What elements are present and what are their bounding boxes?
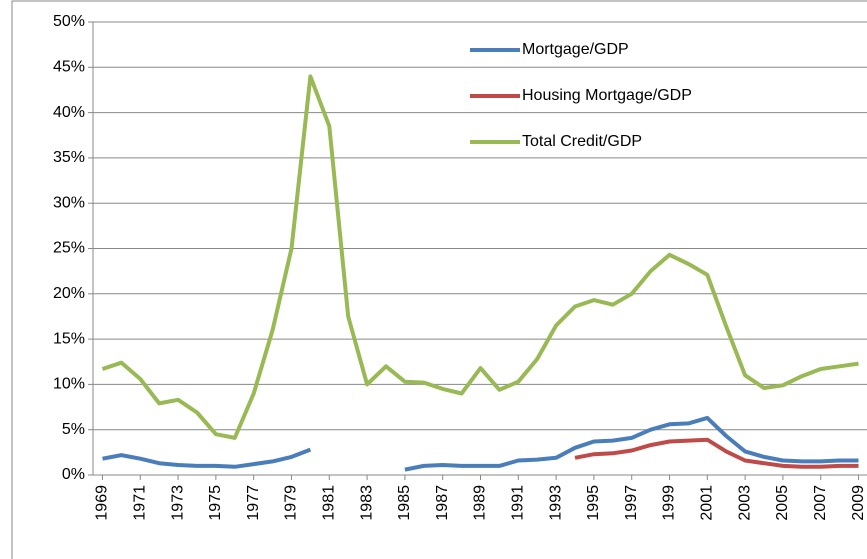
- legend-label: Mortgage/GDP: [522, 41, 629, 58]
- series-line: [102, 415, 859, 472]
- y-tick-label: 50%: [53, 13, 85, 30]
- y-tick-label: 0%: [62, 466, 85, 483]
- x-tick-label: 2003: [736, 485, 753, 521]
- x-tick-label: 2009: [850, 485, 867, 521]
- y-tick-label: 45%: [53, 59, 85, 76]
- x-tick-label: 1991: [510, 485, 527, 521]
- x-tick-label: 1971: [131, 485, 148, 521]
- legend-label: Total Credit/GDP: [522, 133, 642, 150]
- x-tick-label: 1975: [207, 485, 224, 521]
- x-tick-label: 1993: [547, 485, 564, 521]
- x-tick-label: 1983: [358, 485, 375, 521]
- y-tick-label: 15%: [53, 330, 85, 347]
- x-tick-label: 1997: [623, 485, 640, 521]
- x-tick-label: 1995: [585, 485, 602, 521]
- x-tick-label: 1981: [320, 485, 337, 521]
- x-tick-label: 1979: [283, 485, 300, 521]
- x-tick-label: 2007: [812, 485, 829, 521]
- y-tick-label: 10%: [53, 376, 85, 393]
- x-tick-label: 1999: [661, 485, 678, 521]
- series-line: [574, 437, 859, 469]
- x-tick-label: 1989: [472, 485, 489, 521]
- x-tick-label: 1977: [245, 485, 262, 521]
- x-tick-label: 1987: [434, 485, 451, 521]
- y-tick-label: 40%: [53, 104, 85, 121]
- y-tick-label: 5%: [62, 421, 85, 438]
- y-tick-label: 30%: [53, 194, 85, 211]
- x-tick-label: 1969: [94, 485, 111, 521]
- series-line: [101, 74, 859, 440]
- x-tick-label: 2001: [699, 485, 716, 521]
- x-tick-label: 1973: [169, 485, 186, 521]
- x-tick-label: 1985: [396, 485, 413, 521]
- legend-label: Housing Mortgage/GDP: [522, 87, 692, 104]
- x-tick-label: 2005: [774, 485, 791, 521]
- y-tick-label: 35%: [53, 149, 85, 166]
- y-tick-label: 25%: [53, 240, 85, 257]
- y-tick-label: 20%: [53, 285, 85, 302]
